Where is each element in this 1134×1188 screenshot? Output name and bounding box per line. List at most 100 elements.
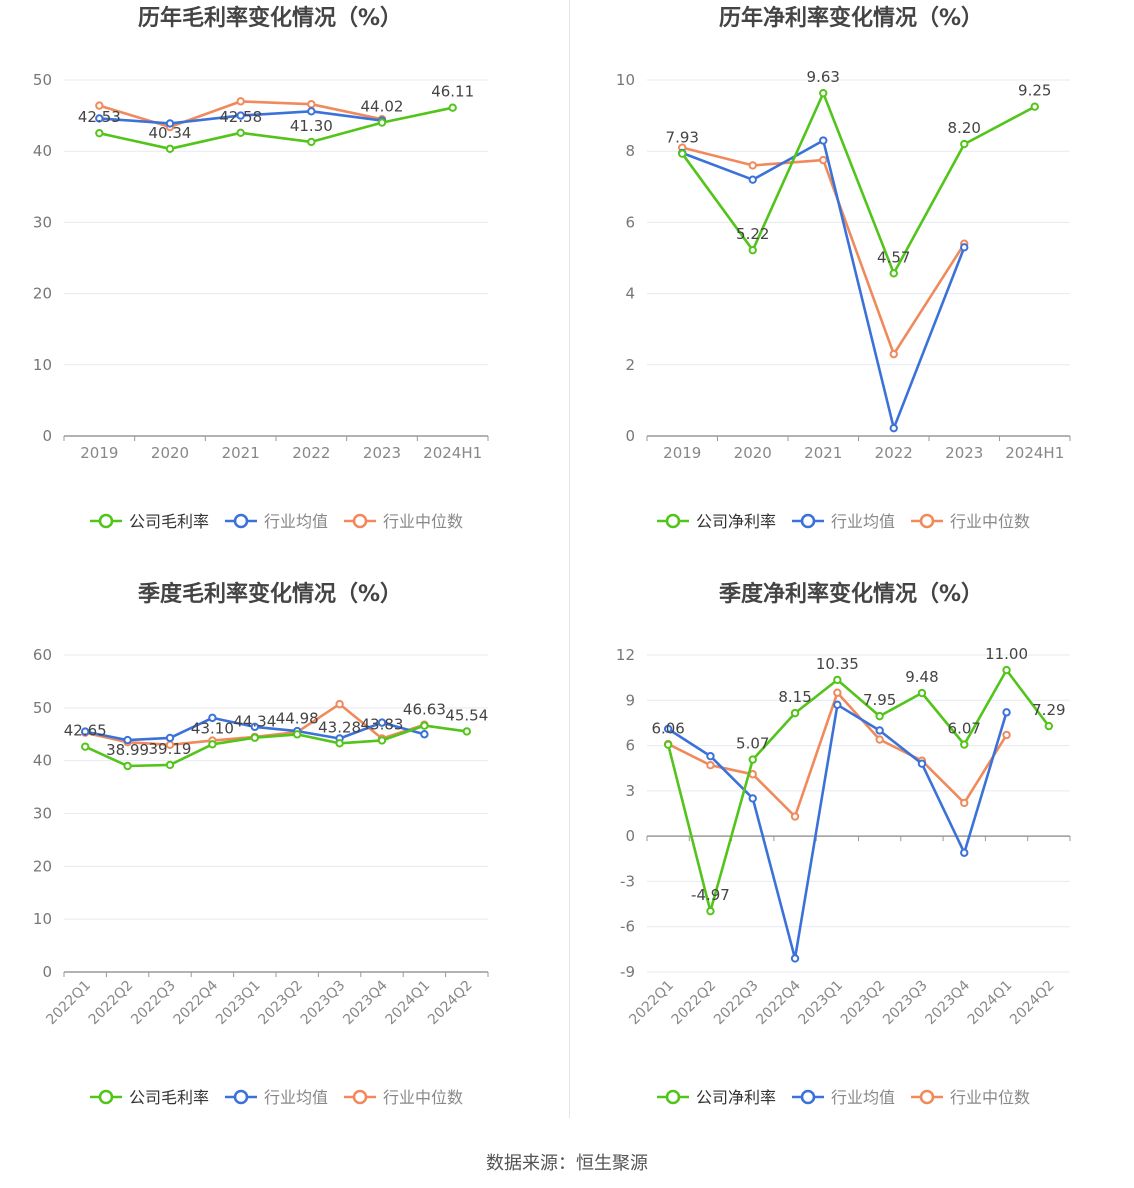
y-tick-label: 30 [33,805,52,823]
data-point-company[interactable] [833,675,842,685]
data-point-industry-average[interactable] [81,727,90,736]
data-point-company[interactable] [1002,665,1011,675]
data-point-industry-average[interactable] [748,794,757,803]
data-point-industry-average[interactable] [960,243,969,252]
data-point-company[interactable] [377,736,387,745]
data-point-company[interactable] [335,739,344,748]
data-point-industry-average[interactable] [833,700,842,710]
data-label: 42.58 [219,108,262,126]
data-point-company[interactable] [165,760,175,770]
data-point-industry-average[interactable] [307,107,316,116]
data-point-industry-median[interactable] [1002,730,1011,740]
x-tick-label: 2021 [222,444,260,462]
data-point-company[interactable] [307,137,316,147]
data-point-company[interactable] [123,761,132,771]
data-point-company[interactable] [165,144,175,153]
data-point-industry-average[interactable] [377,718,387,727]
data-point-industry-median[interactable] [307,100,316,109]
legend-item-industry-median[interactable]: 行业中位数 [344,512,463,531]
data-point-industry-average[interactable] [1002,708,1011,717]
legend-item-industry-median[interactable]: 行业中位数 [911,512,1030,531]
x-tick-label: 2020 [151,444,189,462]
legend-item-company[interactable]: 公司毛利率 [90,1088,209,1107]
data-point-company[interactable] [208,740,217,749]
data-point-industry-average[interactable] [960,848,969,857]
data-label: 11.00 [985,645,1028,663]
data-point-company[interactable] [678,149,687,158]
data-point-industry-average[interactable] [165,733,175,743]
data-point-industry-median[interactable] [236,97,245,106]
legend-item-industry-median[interactable]: 行业中位数 [344,1088,463,1107]
data-point-industry-average[interactable] [748,175,757,184]
data-point-industry-average[interactable] [250,722,260,732]
data-point-industry-median[interactable] [875,735,884,744]
data-point-industry-median[interactable] [706,760,715,770]
panel-divider [569,0,570,1118]
annual-gross-margin-chart: 历年毛利率变化情况（%） 0 10 20 30 40 50 2019 2020 2021 2022 2… [0,0,567,576]
data-point-industry-average[interactable] [123,735,132,745]
data-point-industry-average[interactable] [819,136,828,145]
data-point-industry-median[interactable] [819,155,828,165]
x-tick-label: 2019 [663,444,701,462]
data-point-company[interactable] [377,118,387,127]
data-point-industry-median[interactable] [335,699,344,709]
data-point-industry-average[interactable] [95,114,104,123]
legend-item-industry-average[interactable]: 行业均值 [792,1088,895,1107]
y-tick-label: 9 [625,691,635,709]
data-label: 5.07 [736,735,769,753]
data-point-company[interactable] [95,128,104,138]
legend-item-company[interactable]: 公司净利率 [657,512,776,531]
data-point-company[interactable] [293,730,302,739]
x-tick-label: 2022Q1 [43,978,94,1029]
data-point-industry-average[interactable] [790,954,800,963]
data-point-company[interactable] [1030,102,1039,111]
data-point-company[interactable] [250,733,260,742]
data-point-industry-average[interactable] [208,713,217,723]
data-point-industry-median[interactable] [960,798,969,808]
data-point-company[interactable] [960,740,969,749]
data-point-company[interactable] [663,740,673,749]
data-point-company[interactable] [960,139,969,149]
data-point-company[interactable] [236,128,245,138]
chart-title: 季度净利率变化情况（%） [719,581,983,607]
data-point-industry-average[interactable] [420,730,429,739]
data-point-industry-average[interactable] [889,423,898,433]
legend-item-industry-median[interactable]: 行业中位数 [911,1088,1030,1107]
x-tick-label: 2024Q2 [1007,978,1058,1029]
data-point-industry-average[interactable] [875,726,884,735]
data-point-company[interactable] [462,727,471,736]
data-point-industry-median[interactable] [889,349,898,359]
data-point-company[interactable] [790,708,800,718]
data-point-company[interactable] [875,711,884,721]
legend-item-industry-average[interactable]: 行业均值 [792,512,895,531]
legend-item-company[interactable]: 公司毛利率 [90,512,209,531]
data-label: 44.98 [276,709,319,727]
data-point-company[interactable] [748,755,757,764]
data-point-company[interactable] [917,688,927,698]
data-point-company[interactable] [819,88,828,98]
data-point-company[interactable] [706,906,715,916]
legend-item-industry-average[interactable]: 行业均值 [225,512,328,531]
x-tick-label: 2023 [945,444,983,462]
data-point-industry-median[interactable] [748,161,757,170]
data-point-industry-average[interactable] [236,111,245,120]
data-point-company[interactable] [420,721,429,730]
data-point-company[interactable] [448,103,457,112]
data-point-industry-average[interactable] [706,751,715,761]
legend-item-industry-average[interactable]: 行业均值 [225,1088,328,1107]
data-point-industry-median[interactable] [833,688,842,697]
data-label: 9.25 [1018,82,1051,100]
data-point-industry-average[interactable] [165,119,175,128]
x-tick-label: 2023Q1 [213,978,264,1029]
data-point-company[interactable] [1044,721,1054,731]
data-point-company[interactable] [748,245,757,255]
data-point-industry-median[interactable] [95,101,104,110]
data-point-industry-average[interactable] [663,724,673,734]
legend-label: 公司毛利率 [129,512,209,531]
data-point-company[interactable] [81,742,90,751]
data-point-company[interactable] [889,269,898,278]
legend-label: 公司净利率 [696,512,776,531]
data-point-industry-median[interactable] [790,812,800,821]
data-point-industry-average[interactable] [917,759,927,768]
legend-item-company[interactable]: 公司净利率 [657,1088,776,1107]
